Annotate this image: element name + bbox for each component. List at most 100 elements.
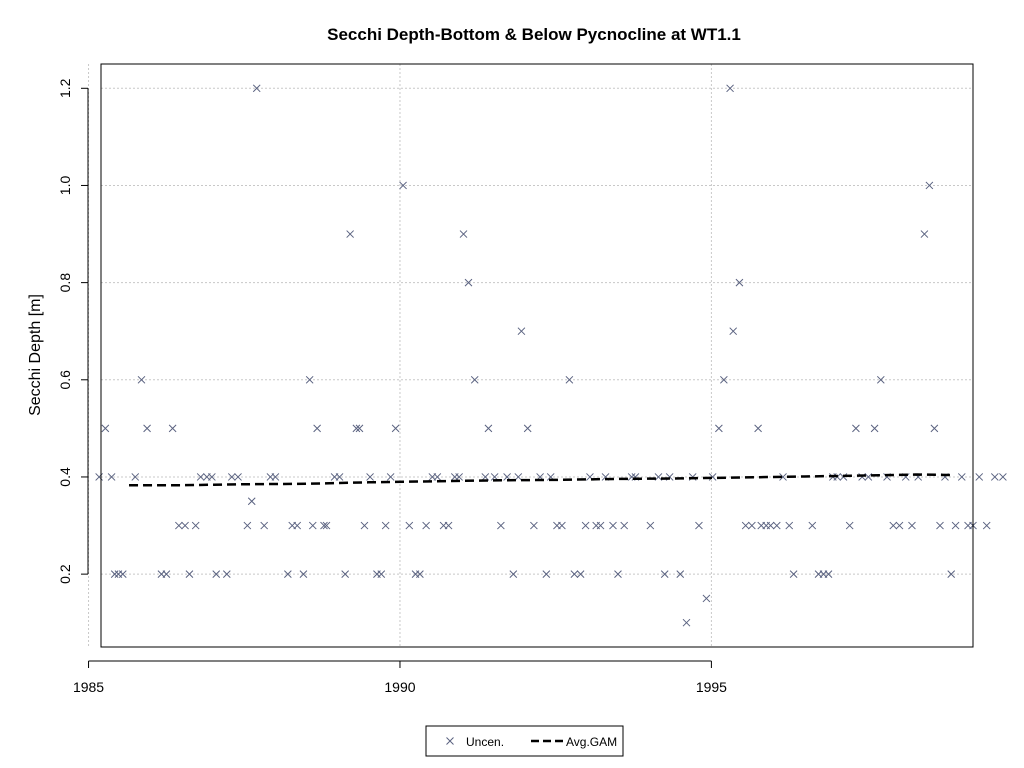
data-point: [308, 521, 317, 530]
data-point: [729, 327, 738, 336]
legend: Uncen. Avg.GAM: [425, 725, 624, 757]
y-tick-label: 0.6: [57, 370, 73, 390]
data-point: [908, 521, 916, 530]
data-point: [596, 521, 605, 530]
data-point: [936, 521, 944, 530]
data-point: [341, 570, 350, 578]
data-point: [676, 570, 685, 578]
data-point: [808, 521, 817, 530]
data-point: [191, 521, 200, 530]
data-point: [920, 230, 929, 238]
data-point: [137, 375, 146, 384]
x-tick-label: 1985: [73, 679, 104, 695]
data-point: [852, 424, 860, 433]
data-point: [735, 278, 744, 287]
data-point: [247, 497, 256, 506]
data-point: [609, 521, 617, 530]
data-point: [399, 181, 407, 190]
data-point: [234, 473, 242, 481]
data-point: [222, 570, 231, 578]
data-point: [845, 521, 854, 530]
data-point: [895, 521, 904, 530]
data-point: [299, 570, 308, 578]
data-point: [181, 521, 189, 530]
y-tick-label: 0.4: [57, 467, 73, 487]
data-layer: [95, 84, 1007, 627]
data-point: [654, 473, 663, 481]
data-point: [876, 375, 885, 384]
data-point: [110, 570, 119, 578]
data-point: [509, 570, 518, 578]
data-point: [107, 473, 116, 481]
data-point: [530, 521, 538, 530]
legend-label-avg-gam: Avg.GAM: [566, 735, 617, 749]
data-point: [208, 473, 216, 481]
plot-frame: [100, 63, 974, 648]
chart-title: Secchi Depth-Bottom & Below Pycnocline a…: [327, 25, 741, 44]
data-point: [391, 424, 400, 433]
data-point: [284, 570, 292, 578]
data-point: [464, 278, 473, 287]
data-point: [118, 570, 127, 578]
data-point: [951, 521, 960, 530]
data-point: [542, 570, 551, 578]
data-point: [864, 473, 873, 481]
data-point: [212, 570, 221, 578]
data-point: [131, 473, 140, 481]
axis-layer: 1985 1990 1995 0.2 0.4 0.6 0.8 1.0 1.2: [57, 78, 727, 695]
data-point: [576, 570, 585, 578]
data-point: [313, 424, 321, 433]
data-point: [766, 521, 775, 530]
data-point: [322, 521, 331, 530]
data-point: [726, 84, 734, 93]
gam-trend-line: [129, 473, 955, 487]
data-point: [497, 521, 505, 530]
data-point: [243, 521, 252, 530]
data-point: [366, 473, 374, 481]
data-point: [386, 473, 395, 481]
data-point: [355, 424, 364, 433]
data-point: [444, 521, 453, 530]
x-tick-label: 1995: [696, 679, 727, 695]
data-point: [523, 424, 532, 433]
data-point: [581, 521, 590, 530]
data-point: [748, 521, 756, 530]
data-point: [620, 521, 629, 530]
data-point: [293, 521, 302, 530]
data-point: [870, 424, 879, 433]
data-point: [741, 521, 750, 530]
data-point: [305, 375, 314, 384]
data-point: [682, 618, 691, 627]
data-point: [517, 327, 526, 336]
data-point: [227, 473, 236, 481]
data-point: [433, 473, 442, 481]
legend-box: [425, 725, 624, 757]
legend-marker-uncen: [446, 737, 454, 745]
data-point: [260, 521, 269, 530]
data-point: [470, 375, 479, 384]
y-tick-label: 0.2: [57, 564, 73, 584]
data-point: [720, 375, 728, 384]
data-point: [715, 424, 723, 433]
data-point: [990, 473, 999, 481]
legend-label-uncen: Uncen.: [466, 735, 504, 749]
data-point: [558, 521, 566, 530]
data-point: [175, 521, 183, 530]
data-point: [779, 473, 787, 481]
data-point: [930, 424, 939, 433]
data-point: [614, 570, 622, 578]
data-point: [975, 473, 984, 481]
data-point: [514, 473, 523, 481]
data-point: [405, 521, 414, 530]
data-point: [381, 521, 390, 530]
y-tick-label: 0.8: [57, 273, 73, 293]
data-point: [252, 84, 261, 93]
legend-x-marker: [446, 737, 454, 745]
data-point: [168, 424, 177, 433]
data-point: [162, 570, 171, 578]
y-tick-label: 1.2: [57, 78, 73, 98]
data-point: [702, 594, 711, 603]
data-point: [346, 230, 354, 238]
data-point: [708, 473, 717, 481]
